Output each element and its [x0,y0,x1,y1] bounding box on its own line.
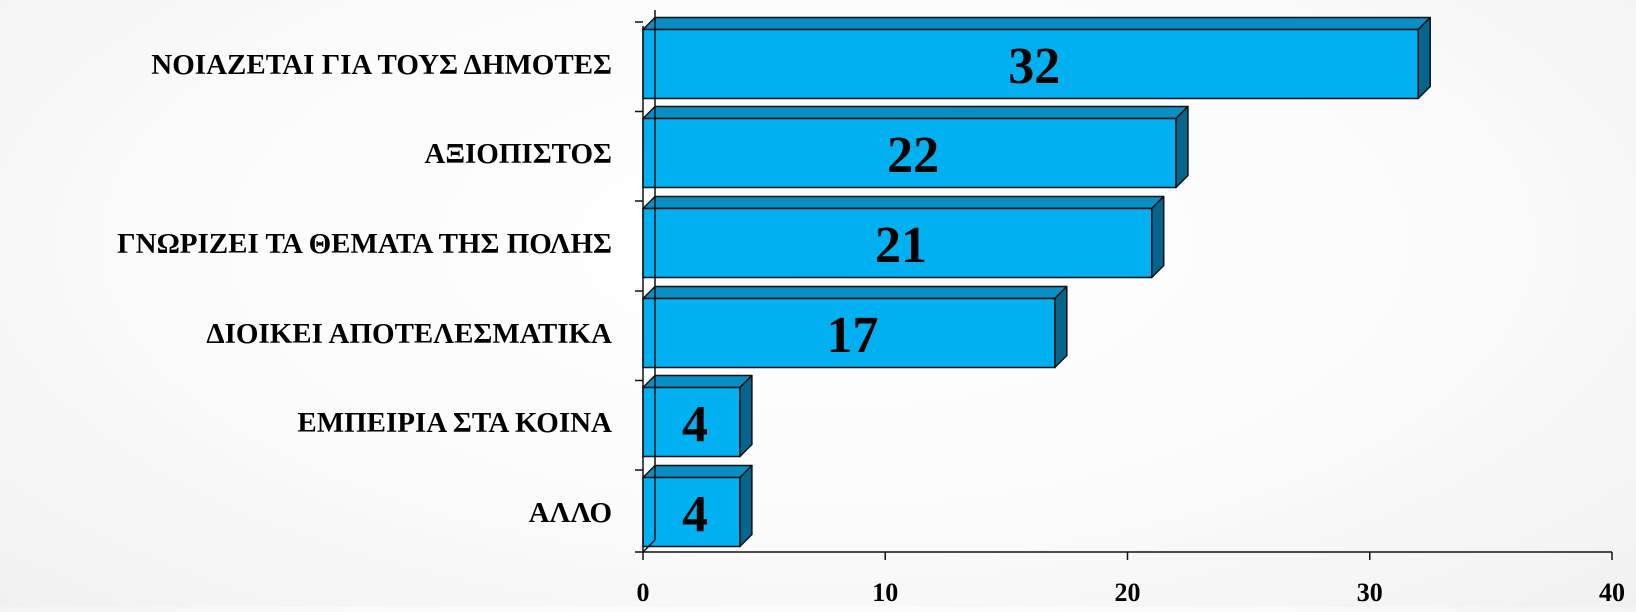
bar-side-face [1417,16,1431,100]
bar-value-label: 21 [875,217,927,274]
bar-side-face [1150,195,1165,279]
bar-side-face [1175,105,1189,189]
bar [642,297,1056,369]
category-label: ΕΜΠΕΙΡΙΑ ΣΤΑ ΚΟΙΝΑ [297,407,612,439]
floor-edge [642,539,656,553]
bar-group: 21 [642,195,1165,279]
bar-top-face [642,16,1431,31]
bar-top-face [642,374,753,389]
x-tick-label: 40 [1599,578,1625,607]
bar-value-label: 22 [887,127,939,184]
bar-side-face [1054,285,1068,369]
bar-group: 22 [642,105,1189,189]
x-tick-label: 30 [1357,578,1383,607]
bar-value-label: 4 [682,396,708,453]
x-tick-label: 10 [872,578,898,607]
bar [642,28,1419,100]
category-label: ΝΟΙΑΖΕΤΑΙ ΓΙΑ ΤΟΥΣ ΔΗΜΟΤΕΣ [151,49,612,81]
bar [642,207,1153,279]
bars-group: 32 22 21 17 4 4 [642,16,1431,548]
bar [642,386,741,458]
bar-top-face [642,105,1189,120]
bar [642,117,1177,189]
category-label: ΑΞΙΟΠΙΣΤΟΣ [424,138,612,170]
category-label: ΓΝΩΡΙΖΕΙ ΤΑ ΘΕΜΑΤΑ ΤΗΣ ΠΟΛΗΣ [117,228,612,260]
bar-group: 4 [642,374,753,458]
bar-side-face [739,464,753,548]
bar-value-label: 4 [682,486,708,543]
bar-group: 32 [642,16,1431,100]
axes-group [635,10,1613,560]
x-tick-label: 20 [1115,578,1141,607]
bar-group: 4 [642,464,753,548]
labels-group: 0 10 20 30 40 ΝΟΙΑΖΕΤΑΙ ΓΙΑ ΤΟΥΣ ΔΗΜΟΤΕΣ ΑΞΙΟΠ… [117,49,1625,607]
bar-top-face [642,464,753,479]
bar-top-face [642,285,1068,300]
bar-top-face [642,195,1165,210]
category-label: ΔΙΟΙΚΕΙ ΑΠΟΤΕΛΕΣΜΑΤΙΚΑ [206,318,612,350]
bar-group: 17 [642,285,1068,369]
x-tick-label: 0 [637,578,650,607]
bar-value-label: 17 [827,307,879,364]
bar-side-face [739,374,753,458]
bar-value-label: 32 [1008,38,1060,95]
category-label: ΑΛΛΟ [529,497,612,529]
